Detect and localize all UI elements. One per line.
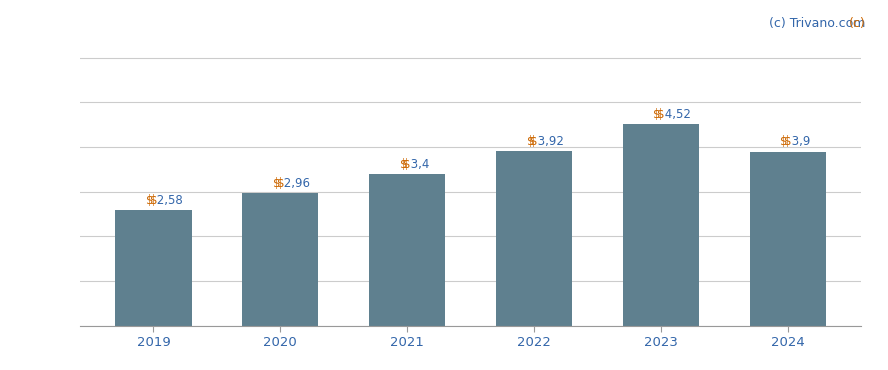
Text: 3,4: 3,4 bbox=[408, 158, 430, 171]
Text: $: $ bbox=[781, 135, 788, 148]
Bar bbox=[242, 194, 319, 326]
Text: $: $ bbox=[403, 158, 411, 171]
Text: 2,58: 2,58 bbox=[154, 194, 183, 207]
Text: (c) Trivano.com: (c) Trivano.com bbox=[769, 17, 866, 30]
Text: $: $ bbox=[784, 135, 791, 148]
Text: (c): (c) bbox=[849, 17, 866, 30]
Bar bbox=[369, 174, 445, 326]
Text: $: $ bbox=[527, 135, 534, 148]
Text: 2,96: 2,96 bbox=[281, 177, 310, 190]
Text: $: $ bbox=[276, 177, 284, 190]
Text: 4,52: 4,52 bbox=[661, 108, 691, 121]
Text: 3,9: 3,9 bbox=[788, 135, 810, 148]
Text: $: $ bbox=[146, 194, 154, 207]
Text: $: $ bbox=[530, 135, 538, 148]
Text: $: $ bbox=[657, 108, 665, 121]
Bar bbox=[749, 152, 826, 326]
Text: $: $ bbox=[273, 177, 281, 190]
Bar bbox=[115, 211, 192, 326]
Bar bbox=[496, 151, 572, 326]
Bar bbox=[622, 124, 699, 326]
Text: 3,92: 3,92 bbox=[534, 135, 564, 148]
Text: $: $ bbox=[654, 108, 661, 121]
Text: $: $ bbox=[150, 194, 157, 207]
Text: $: $ bbox=[400, 158, 408, 171]
